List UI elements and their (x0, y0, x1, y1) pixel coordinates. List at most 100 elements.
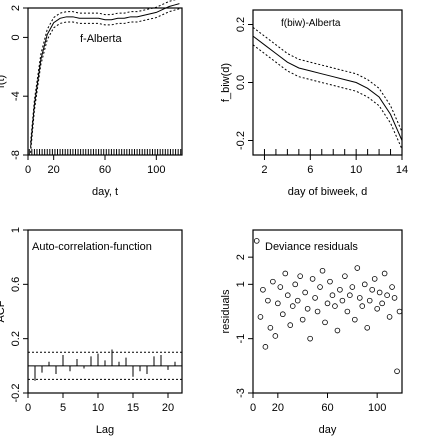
p4-point (352, 316, 358, 323)
p2-xtick-label: 10 (350, 164, 362, 176)
p4-frame (252, 229, 403, 394)
p3-xtick-label: 20 (162, 402, 174, 414)
p4-point (275, 300, 281, 307)
p2-ytick-label: -0.2 (235, 131, 247, 150)
p4-point (314, 308, 321, 315)
p4-xtick-label: 100 (368, 402, 386, 414)
p4-point (257, 314, 264, 320)
p3-xtick-label: 10 (92, 402, 104, 414)
p4-point (342, 273, 348, 279)
p2-xtick-label: 14 (396, 164, 408, 176)
p2-xtick-label: 2 (261, 164, 267, 176)
p2-ytick-label: 0.2 (235, 17, 247, 32)
p4-point (324, 300, 331, 307)
p4-point (334, 327, 341, 334)
p4-point (265, 297, 271, 304)
p4-point (356, 295, 363, 301)
p1-ytick-label: -4 (10, 91, 22, 101)
p4-ytick-label: -3 (235, 388, 247, 398)
p1-upper-band (30, 0, 176, 143)
p4-point (279, 311, 286, 318)
p4-ytick-label: 2 (235, 254, 247, 260)
p4-point (267, 324, 274, 331)
p4-point (364, 324, 371, 331)
p4-point (253, 238, 260, 244)
p4-xlabel: day (319, 424, 337, 436)
p4-xtick-label: 20 (272, 402, 284, 414)
p1-ylabel: f(t) (0, 75, 7, 88)
p1-ytick-label: -8 (10, 150, 22, 160)
p4-xtick-label: 60 (321, 402, 333, 414)
p4-point (354, 265, 361, 271)
p4-point (381, 270, 388, 277)
p4-point (332, 303, 338, 309)
p4-point (297, 273, 303, 279)
p3-ylabel: ACF (0, 300, 7, 322)
p4-point (260, 286, 266, 293)
p2-ytick-label: 0.0 (235, 75, 247, 90)
p4-point (312, 295, 318, 301)
p4-xtick-label: 0 (250, 402, 256, 414)
p4-point (270, 278, 276, 285)
p4-point (384, 292, 390, 299)
p1-xtick-label: 0 (25, 164, 31, 176)
p2-xlabel: day of biweek, d (288, 186, 368, 198)
p4-point (369, 286, 376, 293)
p3-legend: Auto-correlation-function (32, 241, 152, 253)
p4-point (361, 281, 368, 288)
p4-point (277, 284, 284, 290)
p4-point (339, 297, 346, 304)
p2-legend: f(biw)-Alberta (281, 18, 341, 29)
p1-lower-band (30, 8, 180, 153)
p4-point (307, 335, 313, 342)
p4-point (319, 267, 326, 274)
p4-point (272, 333, 279, 339)
p4-point (376, 289, 383, 296)
p4-point (309, 276, 316, 282)
p4-point (347, 292, 353, 299)
p4-ytick-label: 1 (235, 281, 247, 287)
p1-xtick-label: 60 (99, 164, 111, 176)
p4-point (386, 314, 393, 320)
p4-ytick-label: -1 (235, 334, 247, 344)
p1-legend: f-Alberta (80, 33, 122, 45)
p2-lower-band (252, 44, 403, 150)
p2-frame (252, 9, 403, 156)
p3-xtick-label: 0 (25, 402, 31, 414)
p2-ylabel: f_biw(d) (220, 63, 232, 102)
p2-xtick-label: 6 (307, 164, 313, 176)
p3-ytick-label: -0.2 (10, 384, 22, 403)
p3-ytick-label: 0.6 (10, 277, 22, 292)
p4-ylabel: residuals (220, 289, 232, 334)
p2-upper-band (252, 27, 403, 133)
p4-point (389, 284, 395, 290)
p4-point (396, 308, 403, 315)
p3-ytick-label: 0.2 (10, 331, 22, 346)
p1-ytick-label: 2 (10, 5, 22, 11)
p1-xtick-label: 100 (147, 164, 165, 176)
p3-frame (27, 229, 183, 394)
p1-xlabel: day, t (92, 186, 118, 198)
p4-point (366, 297, 373, 304)
p4-point (262, 344, 269, 350)
p4-point (344, 308, 351, 315)
p4-point (327, 278, 333, 285)
p2-series-line (252, 35, 403, 141)
p3-xtick-label: 5 (60, 402, 66, 414)
p4-point (371, 276, 378, 282)
p4-point (322, 319, 328, 326)
p3-ytick-label: 1 (10, 227, 22, 233)
p1-series-line (30, 3, 180, 148)
p4-point (282, 270, 289, 277)
p4-point (292, 281, 299, 288)
p1-xtick-label: 20 (48, 164, 60, 176)
p4-point (317, 284, 323, 290)
p4-point (289, 303, 296, 309)
p4-point (302, 289, 308, 296)
p4-point (379, 300, 385, 307)
p4-point (359, 303, 366, 309)
p4-point (391, 295, 398, 301)
p4-point (337, 286, 343, 293)
p4-point (349, 284, 356, 290)
